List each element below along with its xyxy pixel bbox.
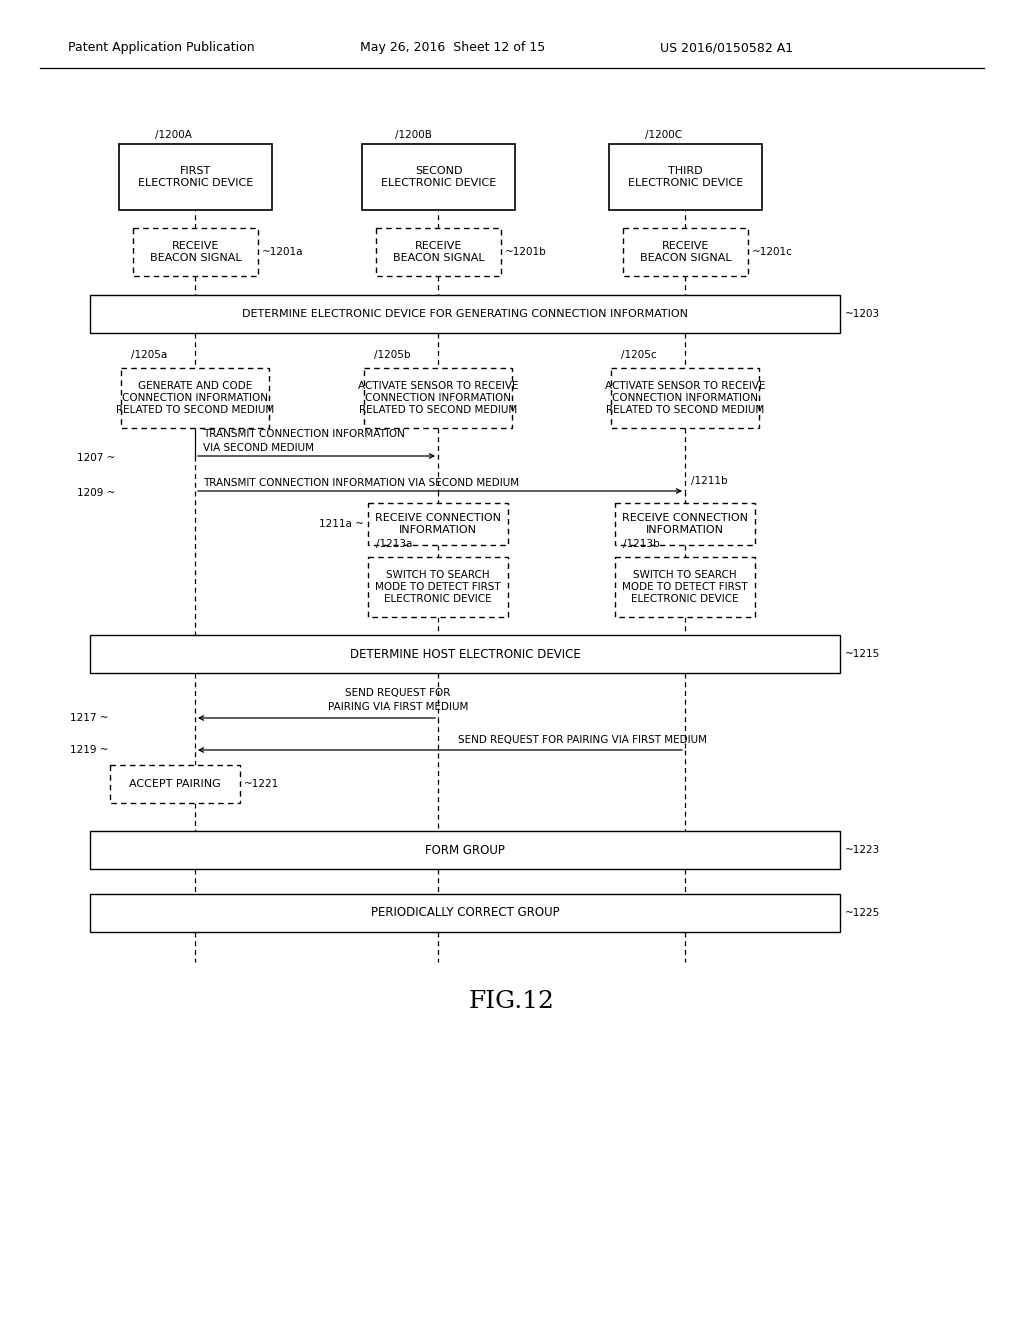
Text: 1211a ~: 1211a ~ bbox=[319, 519, 364, 529]
Text: PAIRING VIA FIRST MEDIUM: PAIRING VIA FIRST MEDIUM bbox=[328, 702, 468, 711]
Text: Patent Application Publication: Patent Application Publication bbox=[68, 41, 255, 54]
Text: GENERATE AND CODE
CONNECTION INFORMATION
RELATED TO SECOND MEDIUM: GENERATE AND CODE CONNECTION INFORMATION… bbox=[116, 381, 274, 414]
Bar bbox=[368, 503, 508, 545]
Text: 1219 ~: 1219 ~ bbox=[70, 744, 108, 755]
Text: /1200A: /1200A bbox=[155, 129, 191, 140]
Text: ~1225: ~1225 bbox=[845, 908, 881, 917]
Text: May 26, 2016  Sheet 12 of 15: May 26, 2016 Sheet 12 of 15 bbox=[360, 41, 545, 54]
Text: RECEIVE
BEACON SIGNAL: RECEIVE BEACON SIGNAL bbox=[640, 242, 731, 263]
Text: /1211b: /1211b bbox=[691, 477, 728, 486]
Bar bbox=[364, 368, 512, 428]
Bar bbox=[123, 148, 268, 206]
Text: US 2016/0150582 A1: US 2016/0150582 A1 bbox=[660, 41, 794, 54]
Text: /1213a: /1213a bbox=[376, 539, 413, 549]
Text: /1205a: /1205a bbox=[131, 350, 167, 360]
Text: VIA SECOND MEDIUM: VIA SECOND MEDIUM bbox=[203, 444, 314, 453]
Text: SECOND
ELECTRONIC DEVICE: SECOND ELECTRONIC DEVICE bbox=[381, 166, 496, 187]
Text: ACCEPT PAIRING: ACCEPT PAIRING bbox=[129, 779, 221, 789]
Text: /1200B: /1200B bbox=[395, 129, 432, 140]
Text: ACTIVATE SENSOR TO RECEIVE
CONNECTION INFORMATION
RELATED TO SECOND MEDIUM: ACTIVATE SENSOR TO RECEIVE CONNECTION IN… bbox=[605, 381, 765, 414]
Bar bbox=[90, 832, 840, 869]
Text: ~1221: ~1221 bbox=[244, 779, 280, 789]
Text: FIRST
ELECTRONIC DEVICE: FIRST ELECTRONIC DEVICE bbox=[138, 166, 253, 187]
Text: FORM GROUP: FORM GROUP bbox=[425, 843, 505, 857]
Text: FIG.12: FIG.12 bbox=[469, 990, 555, 1014]
Bar bbox=[615, 503, 755, 545]
Text: /1205b: /1205b bbox=[374, 350, 411, 360]
Bar bbox=[368, 557, 508, 616]
Bar bbox=[110, 766, 240, 803]
Text: ~1201c: ~1201c bbox=[752, 247, 793, 257]
Text: RECEIVE CONNECTION
INFORMATION: RECEIVE CONNECTION INFORMATION bbox=[622, 513, 748, 535]
Bar bbox=[90, 635, 840, 673]
Bar bbox=[119, 144, 272, 210]
Bar bbox=[613, 148, 758, 206]
Text: RECEIVE CONNECTION
INFORMATION: RECEIVE CONNECTION INFORMATION bbox=[375, 513, 501, 535]
Text: RECEIVE
BEACON SIGNAL: RECEIVE BEACON SIGNAL bbox=[392, 242, 484, 263]
Bar bbox=[90, 894, 840, 932]
Text: SWITCH TO SEARCH
MODE TO DETECT FIRST
ELECTRONIC DEVICE: SWITCH TO SEARCH MODE TO DETECT FIRST EL… bbox=[375, 570, 501, 603]
Text: SEND REQUEST FOR PAIRING VIA FIRST MEDIUM: SEND REQUEST FOR PAIRING VIA FIRST MEDIU… bbox=[458, 735, 707, 744]
Bar bbox=[611, 368, 759, 428]
Text: PERIODICALLY CORRECT GROUP: PERIODICALLY CORRECT GROUP bbox=[371, 907, 559, 920]
Bar bbox=[133, 228, 258, 276]
Text: DETERMINE HOST ELECTRONIC DEVICE: DETERMINE HOST ELECTRONIC DEVICE bbox=[349, 648, 581, 660]
Text: ACTIVATE SENSOR TO RECEIVE
CONNECTION INFORMATION
RELATED TO SECOND MEDIUM: ACTIVATE SENSOR TO RECEIVE CONNECTION IN… bbox=[357, 381, 518, 414]
Bar bbox=[90, 294, 840, 333]
Text: /1205c: /1205c bbox=[621, 350, 656, 360]
Text: TRANSMIT CONNECTION INFORMATION: TRANSMIT CONNECTION INFORMATION bbox=[203, 429, 404, 440]
Text: /1200C: /1200C bbox=[645, 129, 682, 140]
Text: ~1201a: ~1201a bbox=[262, 247, 303, 257]
Text: ~1223: ~1223 bbox=[845, 845, 881, 855]
Text: RECEIVE
BEACON SIGNAL: RECEIVE BEACON SIGNAL bbox=[150, 242, 242, 263]
Bar bbox=[609, 144, 762, 210]
Text: THIRD
ELECTRONIC DEVICE: THIRD ELECTRONIC DEVICE bbox=[628, 166, 743, 187]
Bar bbox=[121, 368, 269, 428]
Text: SWITCH TO SEARCH
MODE TO DETECT FIRST
ELECTRONIC DEVICE: SWITCH TO SEARCH MODE TO DETECT FIRST EL… bbox=[623, 570, 748, 603]
Bar bbox=[366, 148, 511, 206]
Text: DETERMINE ELECTRONIC DEVICE FOR GENERATING CONNECTION INFORMATION: DETERMINE ELECTRONIC DEVICE FOR GENERATI… bbox=[242, 309, 688, 319]
Text: /1213b: /1213b bbox=[623, 539, 659, 549]
Text: ~1203: ~1203 bbox=[845, 309, 880, 319]
Bar bbox=[376, 228, 501, 276]
Text: 1209 ~: 1209 ~ bbox=[77, 488, 115, 498]
Text: TRANSMIT CONNECTION INFORMATION VIA SECOND MEDIUM: TRANSMIT CONNECTION INFORMATION VIA SECO… bbox=[203, 478, 519, 488]
Bar bbox=[623, 228, 748, 276]
Bar bbox=[615, 557, 755, 616]
Text: 1217 ~: 1217 ~ bbox=[70, 713, 108, 723]
Text: SEND REQUEST FOR: SEND REQUEST FOR bbox=[345, 688, 451, 698]
Text: 1207 ~: 1207 ~ bbox=[77, 453, 115, 463]
Text: ~1201b: ~1201b bbox=[505, 247, 547, 257]
Bar bbox=[362, 144, 515, 210]
Text: ~1215: ~1215 bbox=[845, 649, 881, 659]
